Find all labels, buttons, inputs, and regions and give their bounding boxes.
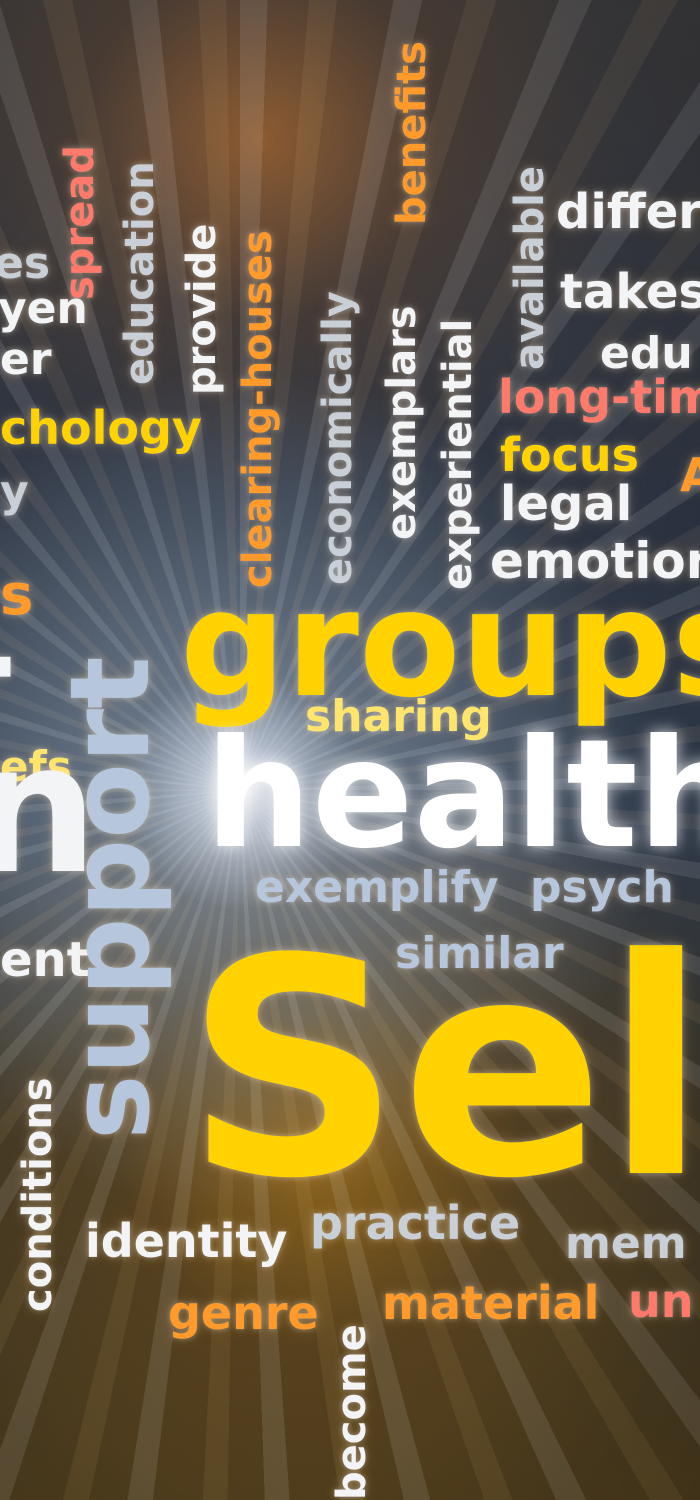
word-genre: genre	[168, 1286, 319, 1340]
word-available: available	[507, 166, 553, 370]
word-health: health	[205, 708, 700, 882]
word-un: un	[628, 1274, 694, 1328]
word-es: es	[0, 238, 51, 289]
word-become: become	[329, 1324, 375, 1500]
word-y: y	[0, 466, 29, 517]
word-chology: chology	[0, 401, 202, 455]
word-benefits: benefits	[389, 41, 435, 225]
word-identity: identity	[85, 1214, 288, 1268]
word-sharing: sharing	[305, 691, 492, 742]
word-emotion: emotion	[490, 532, 700, 590]
word-differ: differ	[556, 184, 700, 240]
word-long-tim: long-tim	[498, 370, 700, 424]
word-A: A	[680, 448, 700, 502]
word-s: s	[0, 563, 34, 628]
word-clearing-houses: clearing-houses	[235, 230, 281, 588]
word-economically: economically	[315, 291, 361, 585]
word-exemplars: exemplars	[379, 305, 425, 540]
word-experiential: experiential	[435, 318, 481, 590]
word-psych: psych	[530, 862, 674, 913]
word-provide: provide	[179, 223, 225, 395]
word-edu: edu	[600, 328, 693, 379]
partial-glyph-dash: -	[0, 590, 18, 730]
word-spread: spread	[57, 145, 103, 300]
partial-glyph-n: n	[0, 705, 99, 914]
word-similar: similar	[395, 928, 564, 979]
word-Sel: Sel	[185, 895, 700, 1244]
word-practice: practice	[310, 1196, 521, 1250]
word-education: education	[117, 161, 163, 385]
word-efs: efs	[0, 742, 72, 791]
word-mem: mem	[565, 1218, 687, 1269]
word-exemplify: exemplify	[255, 862, 499, 913]
word-takes: takes	[560, 264, 700, 320]
word-material: material	[382, 1276, 600, 1330]
word-focus: focus	[500, 428, 640, 482]
word-legal: legal	[500, 476, 633, 532]
word-er: er	[0, 334, 52, 385]
word-ent: ent	[0, 932, 90, 988]
word-conditions: conditions	[15, 1077, 61, 1312]
word-yen: yen	[0, 283, 88, 334]
